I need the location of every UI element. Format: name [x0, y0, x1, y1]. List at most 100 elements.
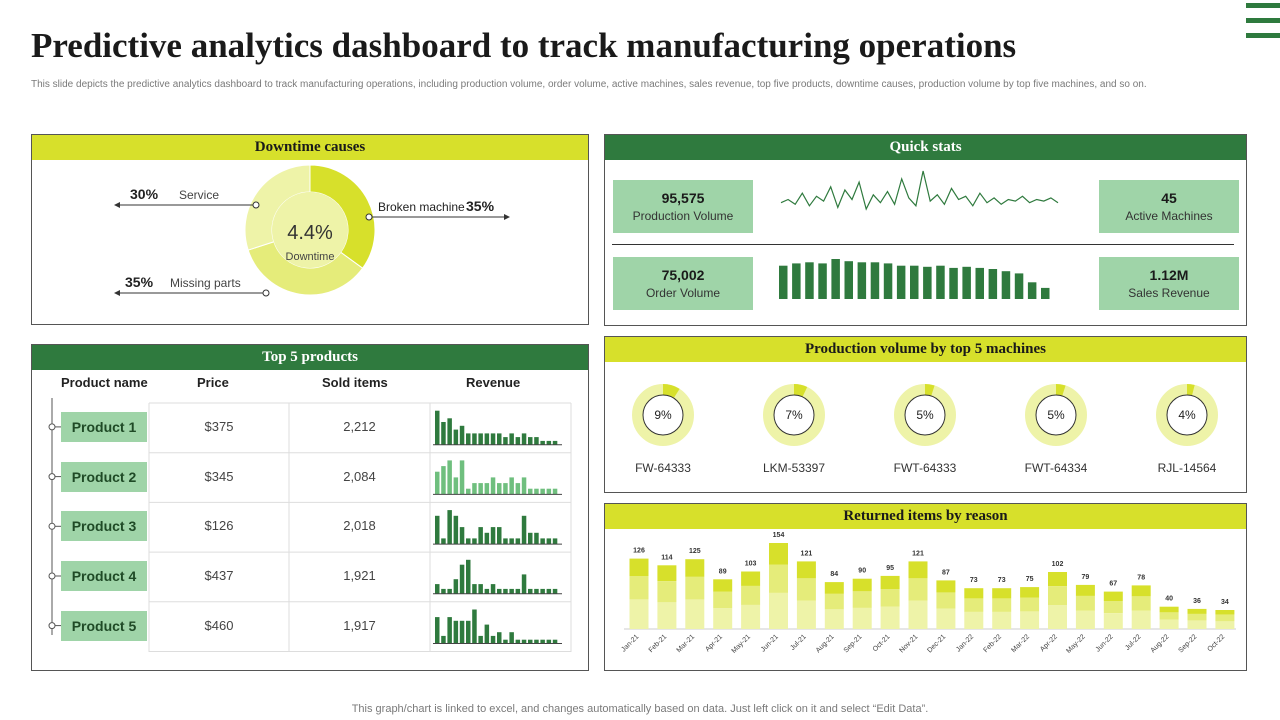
returned-x-tick: Dec-21 [926, 633, 947, 654]
revenue-spark-bar [534, 639, 539, 644]
revenue-spark-bar [478, 527, 483, 545]
product-sold-items: 2,212 [343, 418, 376, 434]
order-bar [1001, 271, 1011, 299]
returned-bar-segment [796, 561, 816, 579]
returned-bar-segment [1159, 612, 1179, 620]
revenue-spark-bar [534, 532, 539, 545]
returned-value-label: 79 [1082, 574, 1090, 581]
machine-ring-value [794, 384, 808, 397]
product-label: Product 2 [61, 461, 147, 492]
revenue-spark-bar [540, 588, 545, 594]
revenue-spark-bar [466, 620, 471, 644]
revenue-spark-bar [509, 538, 514, 545]
returned-bar-segment [992, 611, 1012, 629]
revenue-spark-bar [478, 584, 483, 594]
revenue-spark-bar [472, 584, 477, 594]
returned-bar-segment [713, 591, 733, 609]
downtime-header: Downtime causes [32, 135, 588, 160]
returned-bar-segment [852, 578, 872, 592]
sales-revenue-value: 1.12M [1149, 267, 1189, 283]
returned-bar-segment [1103, 591, 1123, 601]
revenue-spark-bar [466, 538, 471, 545]
order-bar [1041, 287, 1050, 299]
revenue-spark-bar [546, 588, 552, 594]
timeline-dot [48, 572, 56, 580]
missing-arrow [114, 290, 120, 296]
downtime-center-value: 4.4% [287, 222, 333, 244]
returned-bar-segment [796, 600, 816, 629]
returned-bar-segment [852, 607, 872, 629]
revenue-spark-bar [453, 579, 459, 594]
order-bar [923, 266, 932, 299]
product-sold-items: 2,084 [343, 468, 376, 484]
returned-x-tick: Jan-22 [955, 633, 975, 653]
returned-x-tick: Jul-22 [1124, 633, 1143, 652]
machine-ring-center [1166, 394, 1208, 436]
top-products-header: Top 5 products [32, 345, 588, 370]
revenue-spark-bar [540, 538, 545, 545]
product-sold-items: 1,917 [343, 617, 376, 633]
revenue-spark-bar [528, 532, 533, 545]
active-machines-card: 45 Active Machines [1099, 180, 1239, 233]
returned-x-tick: Apr-21 [704, 633, 724, 653]
returned-x-tick: Mar-21 [676, 633, 697, 654]
order-bar [779, 265, 788, 299]
returned-value-label: 102 [1052, 561, 1064, 568]
product-price: $437 [204, 567, 234, 583]
donut-center [272, 192, 348, 268]
revenue-spark-bar [472, 433, 477, 445]
service-pct: 30% [130, 186, 159, 202]
returned-x-tick: Jan-21 [620, 633, 640, 653]
returned-bar-segment [880, 589, 900, 607]
service-arrow [114, 202, 120, 208]
returned-value-label: 67 [1109, 581, 1117, 588]
returned-value-label: 40 [1165, 596, 1173, 603]
col-product-name: Product name [61, 375, 148, 390]
col-revenue: Revenue [466, 375, 521, 390]
machine-pct: 5% [916, 408, 934, 422]
returned-value-label: 125 [689, 548, 701, 555]
revenue-spark-bar [490, 584, 496, 594]
returned-bar-segment [964, 598, 984, 612]
revenue-spark-bar [497, 632, 502, 644]
order-bar [962, 266, 971, 299]
timeline-dot [48, 473, 56, 481]
revenue-spark-bar [441, 588, 446, 594]
product-price: $375 [204, 418, 234, 434]
returned-x-tick: Apr-22 [1039, 633, 1059, 653]
returned-value-label: 95 [886, 565, 894, 572]
returned-bar-segment [657, 565, 677, 582]
returned-x-tick: Jun-22 [1095, 633, 1115, 653]
order-volume-bars [779, 259, 1050, 299]
machines-rings: 9% 7% 5% 5% 4% [632, 384, 1218, 446]
returned-bar-segment [908, 600, 928, 629]
revenue-spark-bar [528, 588, 533, 594]
revenue-spark-bar [490, 477, 496, 495]
order-bar [949, 267, 958, 299]
returned-value-label: 90 [858, 568, 866, 575]
returned-value-label: 34 [1221, 599, 1229, 606]
revenue-spark-bar [466, 488, 471, 495]
machine-pct: 9% [654, 408, 672, 422]
machine-ring-value [925, 384, 935, 396]
returned-x-tick: Sep-22 [1177, 633, 1198, 654]
revenue-spark-bar [441, 538, 446, 545]
revenue-spark-bar [509, 477, 514, 495]
returned-value-label: 114 [661, 554, 672, 561]
returned-bar-segment [1048, 605, 1067, 629]
revenue-spark-bar [447, 510, 452, 545]
returned-bar-segment [741, 571, 761, 586]
returned-bar-segment [1103, 613, 1123, 629]
order-bar [1027, 282, 1037, 299]
returned-x-tick: Aug-21 [815, 633, 836, 654]
revenue-spark-bar [447, 460, 452, 495]
revenue-spark-bar [528, 488, 533, 495]
product-price: $460 [204, 617, 234, 633]
revenue-spark-bar [546, 440, 552, 445]
revenue-spark-bar [478, 635, 483, 644]
returned-bar-segment [1075, 610, 1095, 629]
revenue-spark-bar [552, 440, 558, 445]
revenue-spark-bar [540, 440, 545, 445]
order-bar [910, 265, 919, 299]
revenue-spark-bar [503, 538, 508, 545]
